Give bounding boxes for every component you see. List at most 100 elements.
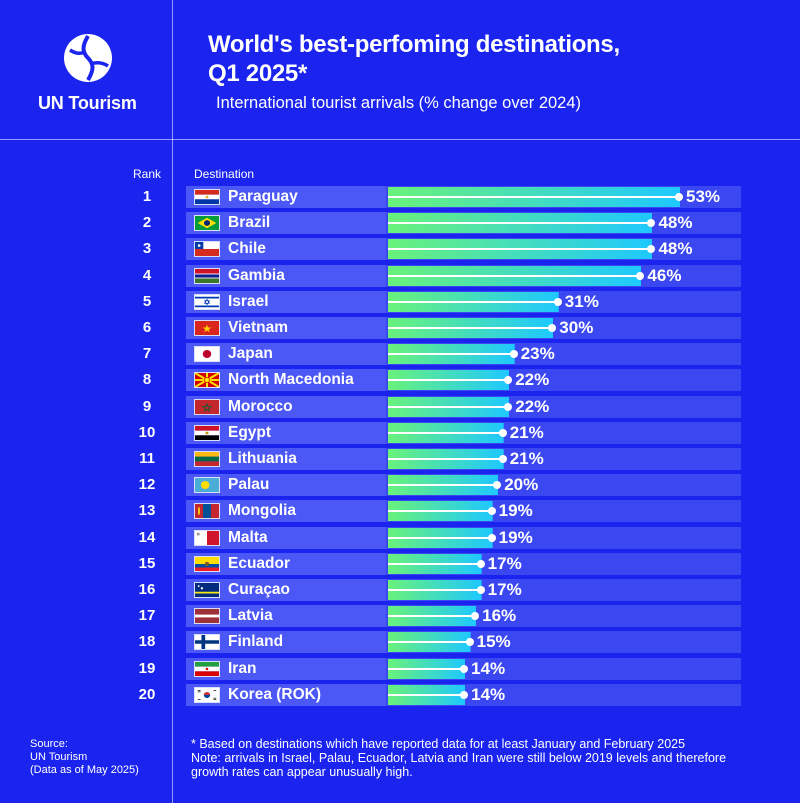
- destination-name: Ecuador: [228, 554, 291, 572]
- rank-label: 7: [142, 345, 152, 363]
- brazil-flag-icon: [194, 215, 220, 232]
- bar-end-dot: [647, 219, 656, 228]
- destination-cell: [186, 500, 386, 523]
- bar-end-dot: [553, 297, 562, 306]
- destination-name: Palau: [228, 476, 270, 494]
- bar-line: [388, 300, 559, 303]
- destination-cell: [186, 552, 386, 575]
- value-label: 22%: [515, 370, 550, 390]
- bar-end-dot: [487, 533, 496, 542]
- egypt-flag-icon: [194, 424, 220, 441]
- latvia-flag-icon: [194, 608, 220, 625]
- destination-cell: [186, 290, 386, 313]
- bar-line: [388, 510, 493, 513]
- israel-flag-icon: [194, 293, 220, 310]
- title-line-1: World's best-perfoming destinations,: [208, 31, 620, 58]
- bar-line: [388, 667, 466, 670]
- paraguay-flag-icon: [194, 189, 220, 205]
- value-label: 30%: [559, 318, 594, 337]
- morocco-flag-icon: [194, 398, 220, 415]
- destination-cell: [186, 683, 386, 706]
- destination-name: Paraguay: [228, 188, 298, 205]
- value-label: 14%: [471, 684, 506, 704]
- horizontal-divider: [0, 139, 800, 140]
- title-line-2: Q1 2025*: [208, 60, 308, 87]
- rank-label: 10: [138, 423, 156, 441]
- ecuador-flag-icon: [194, 555, 220, 572]
- bar-line: [388, 222, 653, 225]
- value-label: 17%: [487, 553, 522, 573]
- source-date: (Data as of May 2025): [30, 764, 139, 776]
- vietnam-flag-icon: [194, 320, 220, 336]
- value-label: 15%: [476, 632, 511, 652]
- source-note: Source: UN Tourism (Data as of May 2025): [30, 738, 139, 777]
- bar-end-dot: [460, 664, 469, 673]
- bar-end-dot: [465, 638, 474, 647]
- rank-label: 4: [142, 266, 152, 284]
- rank-label: 13: [138, 502, 156, 520]
- rank-label: 9: [142, 397, 152, 415]
- destination-name: Japan: [228, 345, 273, 363]
- rank-label: 1: [142, 188, 152, 205]
- bar-line: [388, 431, 504, 434]
- destination-cell: [186, 317, 386, 339]
- destination-cell: [186, 474, 386, 497]
- destination-name: Mongolia: [228, 502, 297, 520]
- bar-line: [388, 458, 504, 460]
- value-label: 14%: [471, 658, 506, 678]
- value-label: 20%: [504, 475, 539, 495]
- iran-flag-icon: [194, 660, 220, 677]
- value-label: 21%: [509, 449, 544, 468]
- bar-line: [388, 484, 499, 487]
- rank-label: 6: [142, 319, 152, 336]
- destination-name: Iran: [228, 659, 257, 677]
- destination-cell: [186, 212, 386, 235]
- destination-name: Gambia: [228, 266, 285, 284]
- bar-line: [388, 562, 482, 565]
- destination-cell: [186, 448, 386, 470]
- bar-end-dot: [471, 612, 480, 621]
- bar-line: [388, 196, 680, 198]
- footnote: * Based on destinations which have repor…: [191, 737, 781, 779]
- bar-end-dot: [504, 376, 513, 385]
- chile-flag-icon: [194, 241, 220, 258]
- rank-label: 19: [138, 659, 156, 677]
- lithuania-flag-icon: [194, 451, 220, 467]
- bar-end-dot: [498, 455, 507, 463]
- bar-line: [388, 379, 510, 382]
- bar-line: [388, 693, 466, 696]
- vertical-divider: [172, 0, 173, 803]
- bar-end-dot: [476, 586, 485, 594]
- destination-column-header: Destination: [194, 167, 255, 181]
- value-label: 53%: [686, 187, 721, 206]
- destination-cell: [186, 657, 386, 680]
- destination-cell: [186, 343, 386, 366]
- bar-line: [388, 615, 477, 618]
- bar-line: [388, 327, 554, 329]
- rank-label: 17: [138, 607, 156, 625]
- rank-label: 18: [138, 633, 156, 651]
- bar-line: [388, 641, 471, 644]
- rank-column-header: Rank: [133, 167, 162, 181]
- value-label: 19%: [498, 501, 533, 521]
- korea-flag-icon: [194, 686, 220, 703]
- page-title: World's best-perfoming destinations, Q1 …: [208, 30, 768, 88]
- bar-line: [388, 353, 515, 356]
- destination-cell: [186, 579, 386, 601]
- destination-cell: [186, 526, 386, 549]
- value-label: 19%: [498, 527, 533, 547]
- finland-flag-icon: [194, 634, 220, 651]
- page-subtitle: International tourist arrivals (% change…: [216, 94, 582, 112]
- destination-cell: [186, 395, 386, 418]
- rank-label: 15: [138, 554, 156, 572]
- rank-label: 14: [138, 528, 156, 546]
- bar-line: [388, 274, 642, 277]
- destination-cell: [186, 421, 386, 444]
- value-label: 48%: [658, 239, 693, 259]
- rank-label: 11: [139, 450, 155, 467]
- bar-end-dot: [647, 245, 656, 254]
- rank-label: 20: [138, 685, 156, 703]
- mongolia-flag-icon: [194, 503, 220, 520]
- bar-end-dot: [493, 481, 502, 490]
- bar-end-dot: [548, 324, 557, 332]
